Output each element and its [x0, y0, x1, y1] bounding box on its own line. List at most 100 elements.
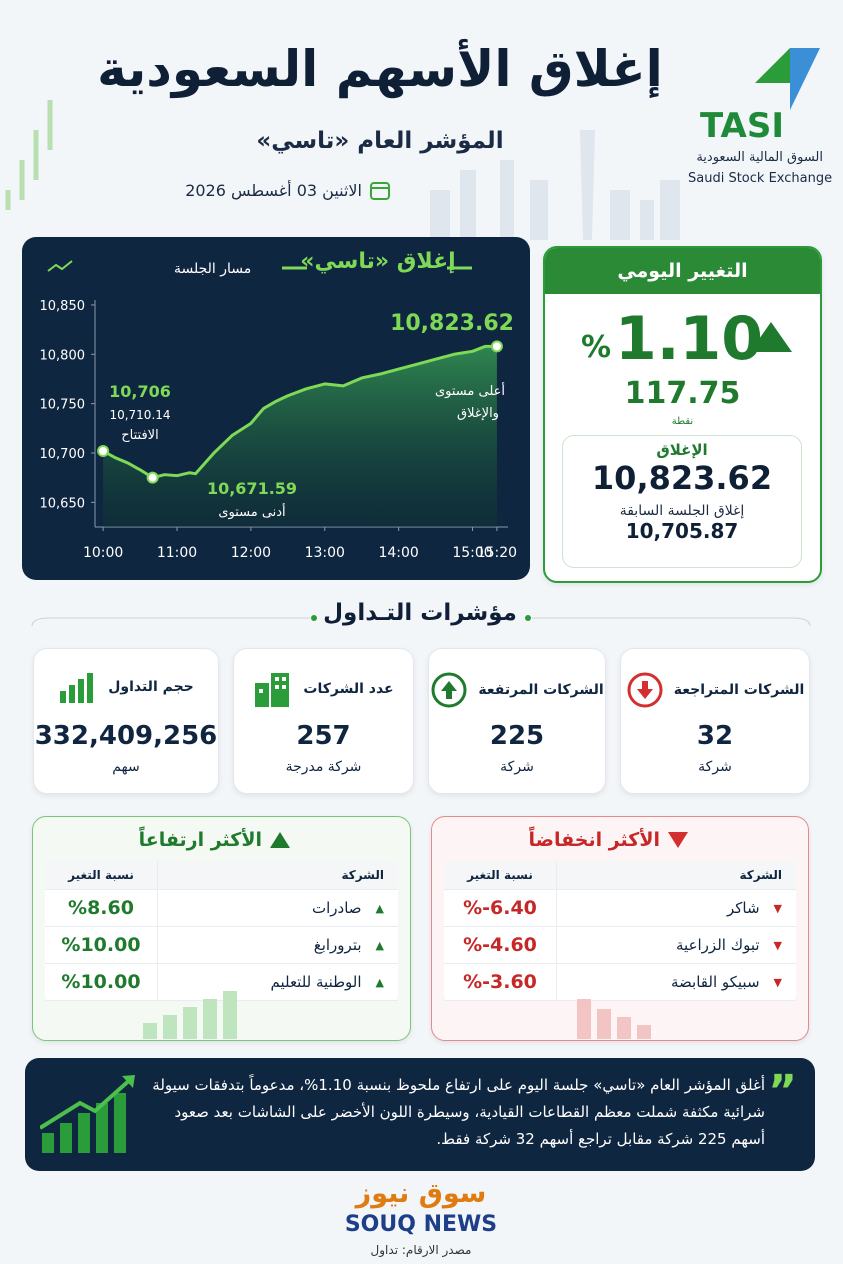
x-tick-label: 11:00 [157, 545, 197, 561]
card-icon [58, 671, 98, 703]
table-row: ▲ بترورابغ %10.00 [45, 927, 398, 964]
row-arrow: ▼ [773, 938, 782, 952]
up-icon [270, 832, 290, 848]
change-cell: %10.00 [45, 964, 158, 1000]
points-value: 117.75 [624, 376, 741, 411]
indicator-card: عدد الشركات 257 شركة مدرجة [233, 648, 414, 794]
table-row: ▲ صادرات %8.60 [45, 890, 398, 927]
company-name: سبيكو القابضة [670, 973, 760, 991]
exchange-ar: السوق المالية السعودية [696, 150, 823, 165]
growth-icon [40, 1075, 135, 1153]
card-label: الشركات المرتفعة [478, 682, 604, 698]
company-name: الوطنية للتعليم [270, 973, 362, 991]
losers-table: الشركة نسبة التغير ▼ شاكر %-6.40 ▼ تبوك الزراع… [444, 861, 796, 1001]
card-value: 332,409,256 [34, 721, 218, 751]
exchange-en: Saudi Stock Exchange [688, 171, 833, 186]
legend-icon [47, 260, 73, 272]
losers-title-row: الأكثر انخفاضاً [528, 829, 688, 851]
card-head: الشركات المرتفعة [429, 671, 605, 709]
subtitle: المؤشر العام «تاسي» [256, 128, 504, 154]
percent-value: 1.10 [615, 304, 764, 374]
annotation: 10,671.59 [207, 479, 297, 498]
table-row: ▼ شاكر %-6.40 [444, 890, 796, 927]
card-icon [253, 671, 293, 707]
card-unit: شركة [698, 759, 732, 775]
summary-text: أغلق المؤشر العام «تاسي» جلسة اليوم على … [152, 1076, 765, 1148]
gainers-table: الشركة نسبة التغير ▲ صادرات %8.60 ▲ بترورابغ %1… [45, 861, 398, 1001]
row-arrow: ▲ [375, 975, 384, 989]
indicator-card: الشركات المرتفعة 225 شركة [428, 648, 606, 794]
column-header: الشركة [739, 868, 782, 882]
deco-bars-up [143, 991, 237, 1039]
losers-title: الأكثر انخفاضاً [528, 829, 660, 851]
indicator-card: الشركات المتراجعة 32 شركة [620, 648, 810, 794]
calendar-icon [370, 182, 390, 200]
losers-box: الأكثر انخفاضاً الشركة نسبة التغير ▼ شاكر %-… [431, 816, 809, 1041]
x-tick-label: 12:00 [231, 545, 271, 561]
company-cell: ▼ شاكر [557, 899, 796, 917]
daily-change-card: التغيير اليومي % 1.10 117.75 نقطة الإغلا… [543, 246, 822, 583]
gainers-box: الأكثر ارتفاعاً الشركة نسبة التغير ▲ صادرات… [32, 816, 411, 1041]
row-arrow: ▼ [773, 975, 782, 989]
deco-candles [5, 100, 53, 210]
down-icon [668, 832, 688, 848]
card-unit: شركة [500, 759, 534, 775]
y-tick-label: 10,800 [40, 348, 86, 363]
card-label: الشركات المتراجعة [673, 682, 805, 698]
chart: إغلاق «تاسي» مسار الجلسة 10,650 10,700 10,… [22, 237, 530, 580]
x-tick-label: 10:00 [83, 545, 123, 561]
row-arrow: ▲ [375, 901, 384, 915]
points-unit: نقطة [671, 416, 694, 427]
indicators-title: مؤشرات التـداول [323, 600, 517, 626]
card-head: الشركات المتراجعة [621, 671, 809, 709]
y-tick-label: 10,850 [40, 299, 86, 314]
brand-en: SOUQ NEWS [344, 1212, 498, 1237]
y-tick-label: 10,750 [40, 398, 86, 413]
gainers-title-row: الأكثر ارتفاعاً [139, 829, 290, 851]
summary-box: ” أغلق المؤشر العام «تاسي» جلسة اليوم عل… [25, 1058, 815, 1171]
key-point [146, 471, 159, 484]
change-cell: %10.00 [45, 927, 158, 963]
tasi-logo-mark [755, 48, 820, 110]
card-value: 225 [489, 721, 545, 751]
annotation: الافتتاح [121, 428, 158, 443]
brand-ar: سوق نيوز [355, 1178, 487, 1209]
table-header: الشركة نسبة التغير [444, 861, 796, 890]
card-label: حجم التداول [108, 679, 194, 695]
x-tick-label: 15:20 [477, 545, 517, 561]
card-value: 32 [696, 721, 734, 751]
table-row: ▼ سبيكو القابضة %-3.60 [444, 964, 796, 1001]
change-cell: %8.60 [45, 890, 158, 926]
close-box: الإغلاق 10,823.62 إغلاق الجلسة السابقة 1… [562, 435, 802, 568]
x-tick-label: 14:00 [378, 545, 418, 561]
card-icon [626, 671, 664, 709]
quote-mark: ” [768, 1066, 797, 1117]
column-header: نسبة التغير [45, 861, 158, 889]
annotation: أعلى مستوى [435, 382, 505, 399]
card-icon [430, 671, 468, 709]
change-cell: %-4.60 [444, 927, 557, 963]
y-tick-label: 10,700 [40, 447, 86, 462]
company-cell: ▼ تبوك الزراعية [557, 936, 796, 954]
indicator-card: حجم التداول 332,409,256 سهم [33, 648, 219, 794]
company-cell: ▲ بترورابغ [158, 936, 398, 954]
row-arrow: ▼ [773, 901, 782, 915]
gainers-title: الأكثر ارتفاعاً [138, 829, 262, 851]
logo-text: TASI [700, 106, 785, 146]
card-unit: سهم [112, 759, 140, 775]
key-point [97, 445, 110, 458]
row-arrow: ▲ [375, 938, 384, 952]
annotation: أدنى مستوى [218, 503, 285, 520]
area [103, 346, 497, 527]
column-header: الشركة [341, 868, 384, 882]
company-name: شاكر [726, 899, 760, 917]
card-unit: شركة مدرجة [285, 759, 362, 775]
indicators-rule [31, 615, 811, 627]
annotation: والإغلاق [457, 406, 499, 421]
card-head: عدد الشركات [234, 671, 413, 707]
x-tick-label: 13:00 [305, 545, 345, 561]
table-row: ▼ تبوك الزراعية %-4.60 [444, 927, 796, 964]
card-title: التغيير اليومي [545, 248, 820, 294]
table-row: ▲ الوطنية للتعليم %10.00 [45, 964, 398, 1001]
